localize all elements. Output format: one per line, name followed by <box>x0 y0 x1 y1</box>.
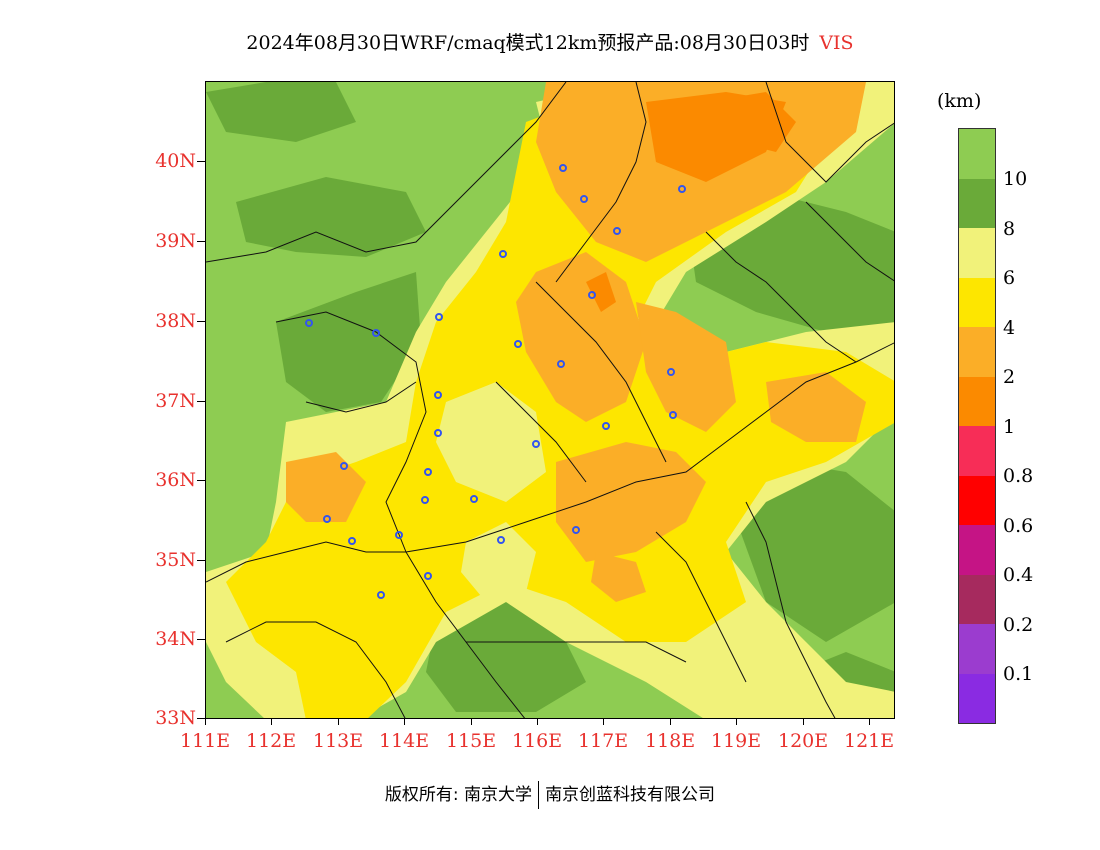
map-canvas <box>206 82 894 718</box>
legend-label-0.6: 0.6 <box>1003 515 1034 537</box>
lon-tick <box>205 719 206 725</box>
lon-tick <box>338 719 339 725</box>
color-legend <box>958 128 996 724</box>
lon-label-112e: 112E <box>246 730 297 752</box>
lat-label-34n: 34N <box>155 628 196 650</box>
lon-label-118e: 118E <box>645 730 696 752</box>
legend-label-1: 1 <box>1003 416 1016 438</box>
legend-label-0.2: 0.2 <box>1003 614 1034 636</box>
lat-tick <box>197 321 205 322</box>
lon-label-121e: 121E <box>844 730 895 752</box>
lon-tick <box>736 719 737 725</box>
lat-tick <box>197 161 205 162</box>
copyright-footer: 版权所有: 南京大学 南京创蓝科技有限公司 <box>0 780 1100 809</box>
lon-tick <box>869 719 870 725</box>
legend-swatch-0.1-0.2 <box>959 624 995 674</box>
copyright-right: 南京创蓝科技有限公司 <box>545 785 716 805</box>
legend-swatch-0.6-0.8 <box>959 475 995 526</box>
lat-label-40n: 40N <box>155 150 196 172</box>
lat-label-38n: 38N <box>155 310 196 332</box>
chart-title: 2024年08月30日WRF/cmaq模式12km预报产品:08月30日03时 V… <box>0 28 1100 55</box>
lon-tick <box>670 719 671 725</box>
legend-swatch-0.8-1 <box>959 426 995 476</box>
visibility-1-2-regions <box>586 92 796 312</box>
legend-label-8: 8 <box>1003 218 1016 240</box>
lon-label-117e: 117E <box>578 730 629 752</box>
province-borders <box>206 82 894 718</box>
lon-label-113e: 113E <box>313 730 364 752</box>
copyright-left: 版权所有: 南京大学 <box>384 785 533 805</box>
legend-label-6: 6 <box>1003 267 1016 289</box>
lat-label-33n: 33N <box>155 707 196 729</box>
lon-label-119e: 119E <box>711 730 762 752</box>
legend-label-0.1: 0.1 <box>1003 663 1034 685</box>
lon-tick <box>271 719 272 725</box>
lat-label-37n: 37N <box>155 390 196 412</box>
title-variable: VIS <box>819 32 854 54</box>
legend-swatch-below-0.1 <box>959 673 995 723</box>
lat-label-36n: 36N <box>155 469 196 491</box>
legend-swatch-2-4 <box>959 327 995 377</box>
legend-swatch-4-6 <box>959 277 995 328</box>
lon-label-115e: 115E <box>446 730 497 752</box>
lat-tick <box>197 480 205 481</box>
lon-label-111e: 111E <box>180 730 231 752</box>
legend-label-10: 10 <box>1003 168 1028 190</box>
legend-swatch-6-8 <box>959 228 995 278</box>
lon-tick <box>803 719 804 725</box>
title-main: 2024年08月30日WRF/cmaq模式12km预报产品:08月30日03时 <box>246 32 810 54</box>
legend-swatch-0.4-0.6 <box>959 525 995 575</box>
lat-label-35n: 35N <box>155 549 196 571</box>
visibility-map <box>205 81 895 719</box>
legend-label-2: 2 <box>1003 366 1016 388</box>
legend-label-4: 4 <box>1003 317 1016 339</box>
legend-swatch-1-2 <box>959 376 995 427</box>
lon-tick <box>537 719 538 725</box>
lon-label-120e: 120E <box>778 730 829 752</box>
lon-label-114e: 114E <box>379 730 430 752</box>
lon-tick <box>404 719 405 725</box>
legend-label-0.4: 0.4 <box>1003 564 1034 586</box>
lon-tick <box>471 719 472 725</box>
lat-tick <box>197 560 205 561</box>
lat-tick <box>197 718 205 719</box>
lat-tick <box>197 639 205 640</box>
lat-tick <box>197 401 205 402</box>
footer-divider <box>538 781 540 809</box>
legend-swatch-8-10 <box>959 178 995 229</box>
lat-label-39n: 39N <box>155 230 196 252</box>
legend-label-0.8: 0.8 <box>1003 465 1034 487</box>
station-markers <box>305 164 686 599</box>
visibility-6-8-interior <box>436 382 546 602</box>
legend-unit: (km) <box>937 90 982 112</box>
lat-tick <box>197 241 205 242</box>
lon-label-116e: 116E <box>512 730 563 752</box>
legend-swatch-0.2-0.4 <box>959 574 995 625</box>
legend-swatch-above-10 <box>959 129 995 179</box>
lon-tick <box>603 719 604 725</box>
